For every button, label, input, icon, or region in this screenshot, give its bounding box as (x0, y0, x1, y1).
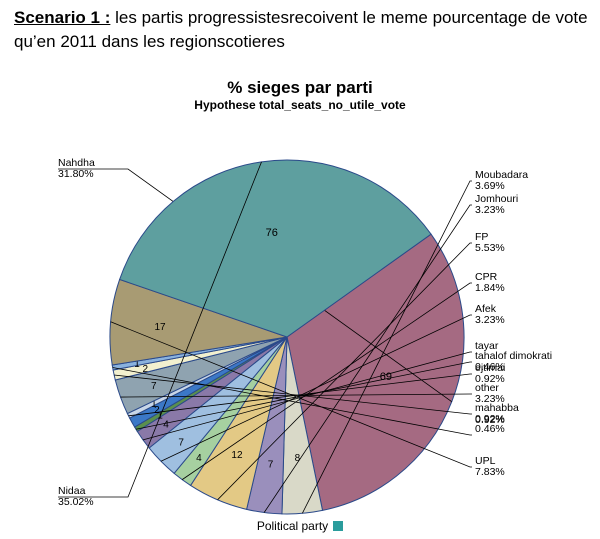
pie-value-label: 2 (142, 364, 148, 375)
pie-value-label: 7 (151, 381, 157, 392)
pie-leader-line (181, 282, 472, 480)
pie-value-label: 4 (163, 419, 169, 430)
pie-value-label: 4 (196, 453, 202, 464)
pie-leader-line (58, 161, 262, 498)
pie-value-label: 17 (154, 322, 166, 333)
pie-leader-line (128, 373, 472, 417)
pie-slice-label: Moubadara 3.69% (475, 169, 528, 192)
pie-value-label: 69 (380, 371, 392, 383)
pie-slice-label: Afek 3.23% (475, 303, 505, 326)
pie-value-label: 1 (134, 359, 140, 370)
pie-value-label: 1 (151, 399, 157, 410)
pie-value-label: 7 (178, 437, 184, 448)
pie-value-label: 12 (231, 450, 243, 461)
pie-slice-label: ejtimai (475, 362, 505, 374)
legend-swatch (333, 521, 344, 531)
legend-label: Political party (256, 519, 329, 533)
pie-value-label: 8 (295, 453, 301, 464)
pie-slice-label: mahabba 0.92% (475, 402, 519, 425)
pie-leader-line (142, 351, 472, 441)
chart-subtitle: Hypothese total_seats_no_utile_vote (194, 98, 406, 112)
pie-value-label: 7 (268, 459, 274, 470)
pie-slice-label: Nidaa 35.02% (58, 485, 94, 508)
chart-legend: Political party (0, 519, 600, 533)
pie-leader-line (114, 374, 472, 415)
pie-leader-line (58, 168, 452, 403)
chart-title: % sieges par parti (227, 78, 373, 97)
pie-slice-label: other 3.23% (475, 382, 505, 405)
scenario-label: Scenario 1 : (14, 8, 111, 27)
pie-percent-label: 0.92% (475, 414, 505, 426)
pie-slice-label: CPR 1.84% (475, 271, 505, 294)
pie-value-label: 2 (154, 405, 160, 416)
pie-slice-label: 0.46% (475, 423, 505, 435)
pie-leader-line (112, 367, 472, 436)
pie-value-label: 76 (266, 227, 278, 239)
pie-slice-label: tahalof dimokrati 0.46% (475, 350, 552, 373)
pie-leader-line (110, 321, 472, 468)
pie-slice-label: FP 5.53% (475, 231, 505, 254)
pie-percent-label: 0.92% (475, 373, 505, 385)
pie-leader-line (263, 204, 472, 513)
pie-leader-line (301, 180, 472, 514)
pie-leader-line (217, 242, 472, 501)
pie-slice-label: tayar (475, 340, 499, 352)
pie-leader-line (160, 314, 472, 462)
pie-slice-label: Jomhouri 3.23% (475, 193, 518, 216)
pie-slice-label: UPL 7.83% (475, 455, 505, 478)
scenario-text: les partis progressistesrecoivent le mem… (14, 8, 588, 51)
pie-slice-label: Nahdha 31.80% (58, 157, 95, 180)
pie-leader-line (135, 361, 472, 430)
pie-leader-line (120, 393, 472, 398)
scenario-heading: Scenario 1 : les partis progressistesrec… (14, 6, 594, 54)
